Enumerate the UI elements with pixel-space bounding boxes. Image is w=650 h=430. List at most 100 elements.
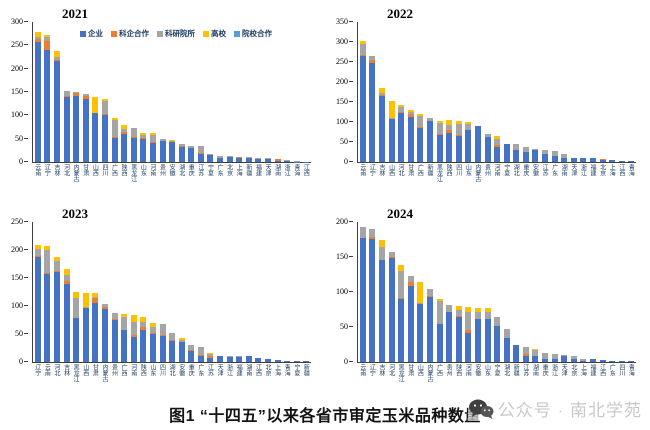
x-tick-label: 吉林 [377,364,384,376]
bar-云南 [43,222,53,362]
bar-内蒙古 [473,22,483,162]
bar-河北 [62,22,72,162]
bar-segment-enterprise [359,238,366,362]
bar-segment-enterprise [63,284,70,362]
bar-segment-enterprise [159,141,166,162]
x-tick-label: 山西 [387,164,394,176]
bar-segment-university [378,88,385,93]
x-tick-label: 陕西 [454,364,461,376]
bar-segment-sci-enterprise-coop [111,136,118,138]
bar-segment-research-institute [484,134,491,137]
bar-segment-enterprise [82,307,89,362]
bar-江苏 [540,22,550,162]
chart-2023: 2023 0 50 100 150 200 250 辽宁 云南 河北 吉林 黑龙江 山西 甘肃 内蒙古贵… [0,204,325,402]
y-tick-label: 50 [15,133,23,143]
bar-segment-university [92,97,99,114]
bar-segment-sci-enterprise-coop [274,159,281,161]
bar-segment-enterprise [426,120,433,162]
bar-segment-sci-enterprise-coop [101,306,108,309]
bar-segment-enterprise [73,95,80,162]
legend-item-sci-enterprise-coop: 科企合作 [111,28,149,39]
bar-segment-sci-enterprise-coop [446,130,453,134]
bar-segment-enterprise [388,118,395,162]
bar-segment-enterprise [570,158,577,162]
bar-segment-research-institute [484,311,491,319]
x-tick-label: 广西 [120,364,127,376]
bar-segment-research-institute [426,118,433,121]
bar-湖北 [177,22,187,162]
bar-湖南 [244,222,254,362]
x-tick-label: 江苏 [196,164,203,176]
bar-福建 [254,22,264,162]
x-tick-label: 山西 [91,164,98,176]
x-tick-label: 广西 [435,364,442,376]
bar-segment-university [407,110,414,113]
bar-segment-research-institute [73,92,80,94]
bar-贵州 [110,222,120,362]
bar-segment-enterprise [226,356,233,362]
bar-segment-enterprise [255,158,262,162]
bar-segment-university [474,308,481,312]
bar-segment-enterprise [503,144,510,162]
x-tick-label: 江苏 [521,364,528,376]
bar-segment-research-institute [398,106,405,113]
x-tick-label: 黑龙江 [397,364,404,382]
chart-year-label: 2024 [387,206,413,221]
bar-segment-enterprise [513,150,520,162]
bar-黑龙江 [71,222,81,362]
legend-item-enterprise: 企业 [80,28,103,39]
y-tick-mark [349,101,353,102]
bar-江西 [598,222,608,362]
x-axis-labels: 辽宁 云南 河北 吉林 黑龙江 山西 甘肃 内蒙古 贵州 广西 河南 陕西 山东 四川 湖北 安徽 重庆 广东 江苏… [32,364,310,382]
x-tick-label: 四川 [158,364,165,376]
bar-segment-enterprise [426,296,433,362]
bar-segment-enterprise [197,356,204,362]
bar-宁夏 [502,22,512,162]
x-tick-label: 云南 [358,164,365,176]
bar-上海 [273,222,283,362]
bar-segment-enterprise [436,323,443,362]
bar-天津 [559,222,569,362]
bar-segment-research-institute [34,36,41,40]
bar-segment-enterprise [217,355,224,362]
chart-legend: 企业 科企合作 科研院所 高校 院校合作 [80,28,272,39]
x-tick-label: 山东 [483,364,490,376]
bar-segment-research-institute [217,155,224,158]
y-tick-label: 150 [336,252,348,261]
y-tick-label: 100 [336,117,348,126]
bar-segment-research-institute [417,116,424,128]
y-tick-label: 50 [340,322,348,331]
bar-segment-sci-enterprise-coop [398,112,405,114]
bar-segment-research-institute [101,101,108,115]
y-tick-label: 200 [11,63,23,73]
bar-陕西 [454,222,464,362]
bar-segment-research-institute [407,275,414,282]
bar-segment-research-institute [417,303,424,304]
bar-segment-sci-enterprise-coop [82,95,89,100]
bar-segment-research-institute [388,118,395,119]
bar-重庆 [521,22,531,162]
bar-segment-sci-enterprise-coop [407,114,414,117]
x-tick-label: 黑龙江 [72,364,79,382]
bar-内蒙古 [100,222,110,362]
bar-segment-enterprise [284,160,291,162]
y-tick-mark [349,121,353,122]
bar-segment-enterprise [522,355,529,362]
x-tick-label: 安徽 [473,364,480,376]
bar-segment-research-institute [236,356,243,357]
bar-segment-enterprise [561,356,568,362]
bar-segment-research-institute [226,356,233,357]
y-tick-mark [349,21,353,22]
y-tick-label: 200 [336,217,348,226]
x-tick-label: 内蒙古 [72,164,79,182]
x-tick-label: 宁夏 [206,164,213,176]
bar-辽宁 [368,222,378,362]
y-tick-label: 200 [11,245,23,254]
bar-segment-research-institute [82,306,89,308]
x-tick-label: 黑龙江 [435,164,442,182]
bar-segment-research-institute [73,297,80,318]
y-tick-mark [24,333,28,334]
bar-segment-university [465,121,472,125]
bar-segment-research-institute [140,135,147,139]
x-tick-label: 湖北 [168,364,175,376]
